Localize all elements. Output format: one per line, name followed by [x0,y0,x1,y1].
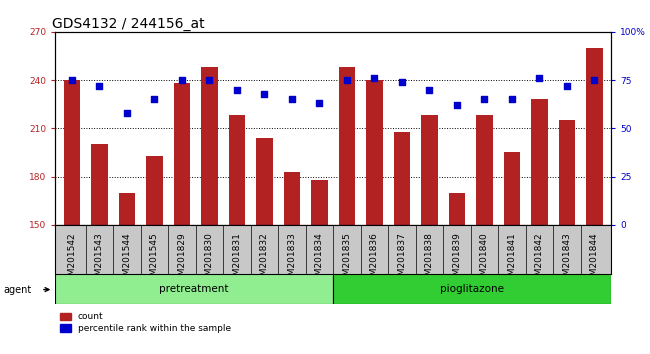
Text: pioglitazone: pioglitazone [440,284,504,295]
Point [204,77,214,83]
Text: GSM201840: GSM201840 [480,232,489,287]
Bar [476,115,493,225]
Text: GSM201842: GSM201842 [535,232,544,287]
Text: agent: agent [3,285,31,295]
Point [314,101,324,106]
Point [259,91,270,96]
Text: GSM201544: GSM201544 [122,232,131,287]
Text: GSM201836: GSM201836 [370,232,379,287]
Bar [174,83,190,225]
Text: GSM201830: GSM201830 [205,232,214,287]
Point [369,75,380,81]
Text: GSM201843: GSM201843 [562,232,571,287]
Text: GSM201839: GSM201839 [452,232,462,287]
Point [342,77,352,83]
Point [231,87,242,93]
Point [424,87,435,93]
Text: GSM201832: GSM201832 [260,232,269,287]
Text: GSM201545: GSM201545 [150,232,159,287]
Bar [448,193,465,225]
Point [122,110,132,116]
Bar [311,180,328,225]
Point [287,97,297,102]
Text: GSM201844: GSM201844 [590,232,599,287]
Point [149,97,159,102]
Point [396,79,407,85]
Text: GSM201542: GSM201542 [67,232,76,287]
Point [507,97,517,102]
Text: GSM201835: GSM201835 [343,232,352,287]
Text: GSM201834: GSM201834 [315,232,324,287]
Point [177,77,187,83]
Point [534,75,545,81]
Point [479,97,489,102]
Legend: count, percentile rank within the sample: count, percentile rank within the sample [60,313,231,333]
Bar [91,144,107,225]
Bar [118,193,135,225]
Bar [229,115,245,225]
Text: GSM201829: GSM201829 [177,232,187,287]
Point [452,102,462,108]
Bar [366,80,383,225]
Bar [146,156,162,225]
Text: GSM201543: GSM201543 [95,232,104,287]
Bar [559,120,575,225]
Point [562,83,572,89]
Text: GSM201833: GSM201833 [287,232,296,287]
Text: GSM201831: GSM201831 [232,232,241,287]
Text: GSM201841: GSM201841 [508,232,517,287]
Bar [504,153,520,225]
Text: GDS4132 / 244156_at: GDS4132 / 244156_at [53,17,205,31]
Point [590,77,600,83]
Point [94,83,105,89]
Point [66,77,77,83]
Text: GSM201837: GSM201837 [397,232,406,287]
Bar [55,274,333,304]
Bar [333,274,611,304]
Bar [586,48,603,225]
Bar [256,138,272,225]
Bar [421,115,437,225]
Bar [201,67,218,225]
Bar [339,67,355,225]
Bar [64,80,80,225]
Bar [283,172,300,225]
Text: pretreatment: pretreatment [159,284,229,295]
Bar [531,99,548,225]
Bar [394,132,410,225]
Text: GSM201838: GSM201838 [425,232,434,287]
